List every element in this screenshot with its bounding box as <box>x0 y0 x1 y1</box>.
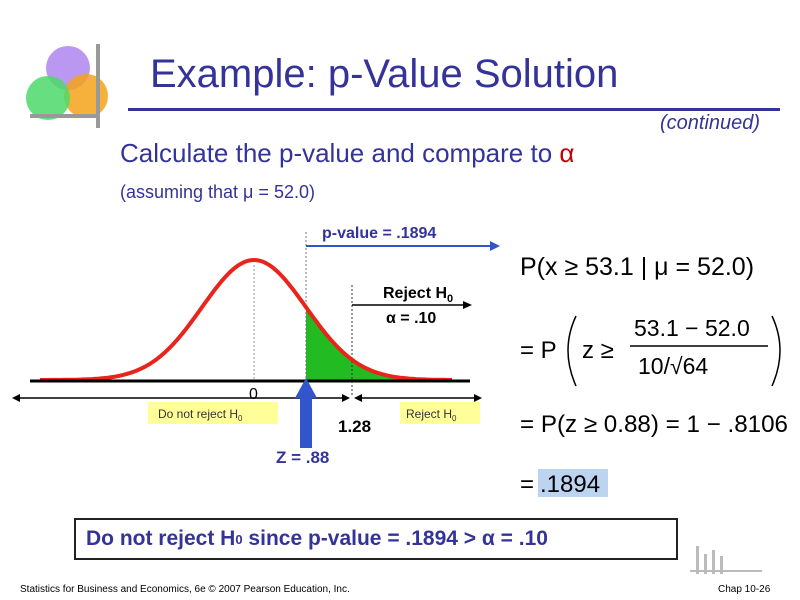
bracket-mid2-head <box>354 394 362 402</box>
formula-line-3: = P(z ≥ 0.88) = 1 − .8106 <box>520 411 788 438</box>
p-value-arrow-head <box>490 241 500 251</box>
reject-label: Reject H0 <box>383 285 453 305</box>
formula-line-2-close-paren <box>771 315 781 387</box>
footer-page-number: Chap 10-26 <box>718 584 771 595</box>
mean-zero-label: 0 <box>249 386 258 403</box>
reject-box-label: Reject H0 <box>406 407 457 423</box>
normal-distribution-diagram: p-value = .1894 Reject H0 α = .10 0 Do n… <box>12 225 500 467</box>
decorative-horizontal-bar <box>30 114 100 118</box>
formula-line-4-result: .1894 <box>540 471 600 498</box>
z-arrow-head <box>295 378 317 398</box>
decorative-vertical-bar <box>96 44 100 128</box>
title-underline <box>128 108 780 111</box>
p-value-region <box>306 307 454 380</box>
result-highlight <box>538 469 608 497</box>
formula-line-2-open-paren <box>567 315 577 387</box>
formula-line-2-numerator: 53.1 − 52.0 <box>634 315 750 341</box>
critical-value-label: 1.28 <box>338 417 371 436</box>
do-not-reject-box-label: Do not reject H0 <box>158 407 243 423</box>
formula-line-2-prefix: = P <box>520 337 557 364</box>
reject-arrow-head <box>463 301 472 309</box>
formula-line-1: P(x ≥ 53.1 | μ = 52.0) <box>520 253 754 281</box>
pearson-decorative-icon <box>690 546 762 574</box>
reject-box <box>400 402 480 424</box>
do-not-reject-box <box>148 402 278 424</box>
p-value-label: p-value = .1894 <box>322 225 436 242</box>
bracket-left-head <box>12 394 20 402</box>
bracket-mid-head <box>342 394 350 402</box>
probability-formulas: P(x ≥ 53.1 | μ = 52.0) = P z ≥ 53.1 − 52… <box>520 253 788 498</box>
footer-copyright: Statistics for Business and Economics, 6… <box>20 584 350 595</box>
conclusion-sub: 0 <box>235 531 243 547</box>
z-arrow-shaft <box>300 396 312 448</box>
assumption-text: (assuming that μ = 52.0) <box>120 182 315 202</box>
slide-title: Example: p-Value Solution <box>150 52 619 96</box>
formula-line-4-equals: = <box>520 471 534 498</box>
formula-line-2-z: z ≥ <box>582 337 614 364</box>
subtitle: Calculate the p-value and compare to α <box>120 138 574 169</box>
alpha-symbol: α <box>559 138 575 168</box>
formula-line-2-denominator: 10/√64 <box>638 353 708 379</box>
conclusion-text-a: Do not reject H <box>86 527 236 550</box>
z-value-label: Z = .88 <box>276 448 329 467</box>
subtitle-text: Calculate the p-value and compare to <box>120 138 553 168</box>
continued-label: (continued) <box>660 112 761 134</box>
bracket-right-head <box>474 394 482 402</box>
normal-curve <box>40 257 452 382</box>
conclusion-text-b: since p-value = .1894 > α = .10 <box>242 527 548 550</box>
alpha-label: α = .10 <box>386 310 436 327</box>
